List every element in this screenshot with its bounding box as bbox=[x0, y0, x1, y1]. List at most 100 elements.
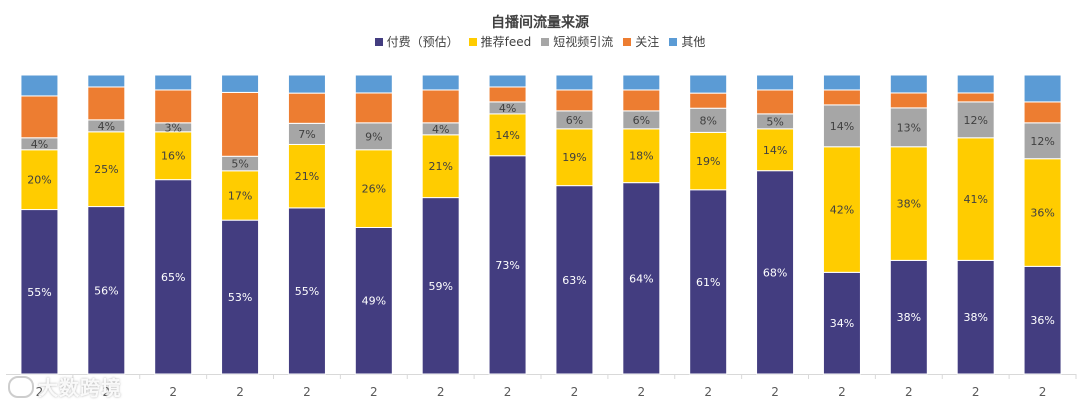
bar-segment-4-13 bbox=[889, 74, 928, 94]
x-tick-label-11: 2 bbox=[771, 385, 779, 399]
bar-segment-3-11 bbox=[756, 89, 795, 115]
bar-segment-3-13 bbox=[889, 92, 928, 109]
data-label-1-6: 21% bbox=[428, 160, 452, 173]
data-label-2-1: 4% bbox=[98, 120, 115, 133]
data-label-1-10: 19% bbox=[696, 155, 720, 168]
bar-segment-0-15 bbox=[1023, 265, 1062, 375]
bar-segment-3-2 bbox=[154, 89, 193, 124]
data-label-0-6: 59% bbox=[428, 280, 452, 293]
bar-segment-4-10 bbox=[689, 74, 728, 94]
x-tick-label-0: 2 bbox=[36, 385, 44, 399]
x-tick-label-8: 2 bbox=[571, 385, 579, 399]
legend-label-2: 短视频引流 bbox=[553, 35, 614, 49]
bar-segment-1-5 bbox=[354, 149, 393, 228]
bar-segment-2-13 bbox=[889, 107, 928, 148]
data-label-1-9: 18% bbox=[629, 150, 653, 163]
bar-segment-3-0 bbox=[20, 95, 59, 139]
bar-segment-3-8 bbox=[555, 89, 594, 112]
bar-segment-1-0 bbox=[20, 149, 59, 211]
x-tick-label-3: 2 bbox=[236, 385, 244, 399]
data-label-2-6: 4% bbox=[432, 123, 449, 136]
data-label-1-7: 14% bbox=[495, 129, 519, 142]
bar-segment-2-15 bbox=[1023, 122, 1062, 160]
bar-segment-3-1 bbox=[87, 86, 126, 121]
data-label-1-4: 21% bbox=[295, 170, 319, 183]
data-label-2-7: 4% bbox=[499, 102, 516, 115]
data-label-2-13: 13% bbox=[897, 121, 921, 134]
data-label-0-10: 61% bbox=[696, 276, 720, 289]
data-label-0-0: 55% bbox=[27, 286, 51, 299]
bar-segment-4-6 bbox=[421, 74, 460, 91]
legend-label-3: 关注 bbox=[635, 35, 660, 49]
bar-segment-4-7 bbox=[488, 74, 527, 88]
data-label-0-8: 63% bbox=[562, 274, 586, 287]
bar-segment-1-1 bbox=[87, 131, 126, 208]
bar-segment-3-9 bbox=[622, 89, 661, 112]
bar-segment-3-3 bbox=[221, 91, 260, 157]
bar-segment-1-12 bbox=[822, 146, 861, 273]
data-label-0-2: 65% bbox=[161, 271, 185, 284]
x-tick-label-7: 2 bbox=[504, 385, 512, 399]
bar-segment-4-11 bbox=[756, 74, 795, 91]
bar-segment-4-15 bbox=[1023, 74, 1062, 103]
data-label-1-2: 16% bbox=[161, 150, 185, 163]
data-label-0-5: 49% bbox=[362, 295, 386, 308]
legend-swatch-2 bbox=[541, 38, 550, 46]
bar-segment-1-3 bbox=[221, 170, 260, 221]
bar-segment-4-12 bbox=[822, 74, 861, 91]
x-tick-label-4: 2 bbox=[303, 385, 311, 399]
data-label-1-14: 41% bbox=[963, 193, 987, 206]
legend-label-4: 其他 bbox=[681, 35, 706, 49]
data-label-2-14: 12% bbox=[963, 114, 987, 127]
bar-segment-4-1 bbox=[87, 74, 126, 88]
bar-segment-3-15 bbox=[1023, 101, 1062, 124]
bar-segment-3-12 bbox=[822, 89, 861, 106]
bar-segment-3-10 bbox=[689, 92, 728, 109]
bar-segment-0-1 bbox=[87, 206, 126, 375]
x-tick-label-9: 2 bbox=[637, 385, 645, 399]
bar-segment-3-6 bbox=[421, 89, 460, 124]
bar-segment-0-12 bbox=[822, 271, 861, 375]
data-label-0-1: 56% bbox=[94, 284, 118, 297]
x-tick-label-5: 2 bbox=[370, 385, 378, 399]
legend-swatch-1 bbox=[468, 38, 477, 46]
data-label-0-14: 38% bbox=[963, 311, 987, 324]
bar-segment-0-10 bbox=[689, 189, 728, 375]
bar-segment-1-7 bbox=[488, 113, 527, 157]
data-label-0-15: 36% bbox=[1030, 314, 1054, 327]
legend-item-3: 关注 bbox=[623, 33, 659, 50]
x-tick-label-15: 2 bbox=[1039, 385, 1047, 399]
legend-label-1: 推荐feed bbox=[480, 35, 532, 49]
data-label-0-9: 64% bbox=[629, 272, 653, 285]
watermark-logo-icon bbox=[8, 376, 34, 398]
legend-swatch-3 bbox=[623, 38, 632, 46]
data-label-2-2: 3% bbox=[164, 121, 181, 134]
data-label-1-11: 14% bbox=[763, 144, 787, 157]
data-label-1-1: 25% bbox=[94, 163, 118, 176]
legend-item-4: 其他 bbox=[669, 33, 705, 50]
data-label-1-8: 19% bbox=[562, 151, 586, 164]
data-label-1-13: 38% bbox=[897, 198, 921, 211]
bar-segment-3-5 bbox=[354, 92, 393, 124]
data-label-0-3: 53% bbox=[228, 291, 252, 304]
bar-segment-4-0 bbox=[20, 74, 59, 97]
x-tick-label-12: 2 bbox=[838, 385, 846, 399]
data-label-1-3: 17% bbox=[228, 189, 252, 202]
bar-segment-4-5 bbox=[354, 74, 393, 94]
legend: 付费（预估） 推荐feed 短视频引流 关注 其他 bbox=[0, 33, 1080, 50]
x-tick-label-1: 2 bbox=[102, 385, 110, 399]
bar-segment-0-2 bbox=[154, 179, 193, 375]
data-label-1-15: 36% bbox=[1030, 207, 1054, 220]
legend-item-1: 推荐feed bbox=[468, 33, 532, 50]
bar-segment-1-2 bbox=[154, 131, 193, 181]
watermark-text: 大数跨境 bbox=[38, 376, 122, 400]
legend-item-2: 短视频引流 bbox=[541, 33, 613, 50]
bar-segment-3-4 bbox=[287, 92, 326, 124]
legend-swatch-4 bbox=[669, 38, 678, 46]
bar-segment-0-3 bbox=[221, 219, 260, 375]
bar-segment-1-4 bbox=[287, 143, 326, 209]
bar-segment-4-2 bbox=[154, 74, 193, 91]
bar-segment-4-8 bbox=[555, 74, 594, 91]
bar-segment-4-9 bbox=[622, 74, 661, 91]
bar-segment-4-4 bbox=[287, 74, 326, 94]
